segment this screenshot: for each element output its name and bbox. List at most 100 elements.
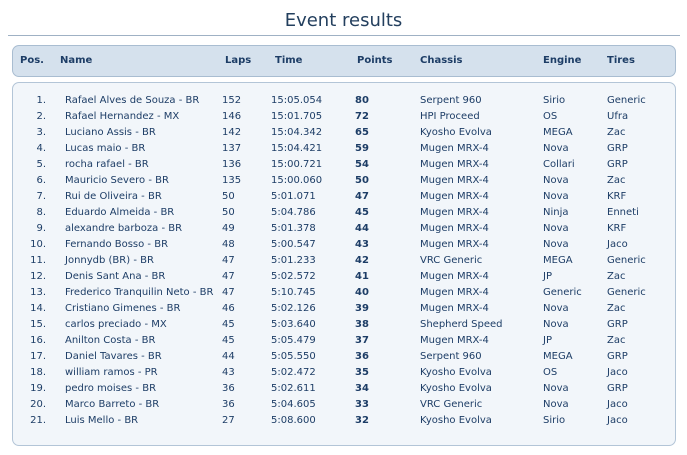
cell-laps: 45 bbox=[222, 335, 235, 346]
cell-engine: OS bbox=[543, 367, 558, 378]
cell-pos: 8. bbox=[36, 207, 46, 218]
cell-points: 39 bbox=[355, 303, 369, 314]
cell-laps: 50 bbox=[222, 191, 235, 202]
cell-time: 5:02.611 bbox=[271, 383, 316, 394]
cell-time: 5:08.600 bbox=[271, 415, 316, 426]
cell-laps: 137 bbox=[222, 143, 242, 154]
cell-pos: 5. bbox=[36, 159, 46, 170]
cell-tires: Generic bbox=[607, 255, 646, 266]
cell-pos: 16. bbox=[30, 335, 46, 346]
cell-time: 5:01.233 bbox=[271, 255, 316, 266]
cell-time: 15:05.054 bbox=[271, 95, 323, 106]
cell-tires: Zac bbox=[607, 271, 626, 282]
cell-name: Cristiano Gimenes - BR bbox=[65, 303, 181, 314]
cell-chassis: VRC Generic bbox=[420, 399, 483, 410]
cell-name: pedro moises - BR bbox=[65, 383, 157, 394]
cell-pos: 11. bbox=[30, 255, 46, 266]
cell-points: 54 bbox=[355, 159, 369, 170]
cell-chassis: Mugen MRX-4 bbox=[420, 239, 489, 250]
header-box bbox=[12, 45, 676, 77]
cell-chassis: Kyosho Evolva bbox=[420, 367, 492, 378]
cell-name: Mauricio Severo - BR bbox=[65, 175, 169, 186]
cell-pos: 15. bbox=[30, 319, 46, 330]
cell-laps: 47 bbox=[222, 255, 235, 266]
cell-engine: Nova bbox=[543, 399, 569, 410]
header-name: Name bbox=[60, 55, 93, 66]
cell-laps: 136 bbox=[222, 159, 242, 170]
cell-chassis: Serpent 960 bbox=[420, 351, 482, 362]
cell-pos: 19. bbox=[30, 383, 46, 394]
cell-engine: MEGA bbox=[543, 255, 573, 266]
header-chassis: Chassis bbox=[420, 55, 463, 66]
cell-time: 5:04.786 bbox=[271, 207, 316, 218]
cell-points: 43 bbox=[355, 239, 369, 250]
cell-engine: Sirio bbox=[543, 415, 566, 426]
cell-time: 5:05.479 bbox=[271, 335, 316, 346]
cell-chassis: Kyosho Evolva bbox=[420, 415, 492, 426]
cell-tires: GRP bbox=[607, 351, 628, 362]
cell-engine: Nova bbox=[543, 303, 569, 314]
cell-points: 35 bbox=[355, 367, 369, 378]
cell-name: Anilton Costa - BR bbox=[65, 335, 156, 346]
cell-engine: Ninja bbox=[543, 207, 569, 218]
cell-points: 33 bbox=[355, 399, 369, 410]
cell-name: Frederico Tranquilin Neto - BR bbox=[65, 287, 214, 298]
cell-engine: Nova bbox=[543, 191, 569, 202]
cell-name: Lucas maio - BR bbox=[65, 143, 146, 154]
cell-name: Rui de Oliveira - BR bbox=[65, 191, 162, 202]
cell-laps: 146 bbox=[222, 111, 242, 122]
cell-time: 15:04.421 bbox=[271, 143, 323, 154]
cell-name: Daniel Tavares - BR bbox=[65, 351, 162, 362]
cell-chassis: HPI Proceed bbox=[420, 111, 480, 122]
cell-points: 32 bbox=[355, 415, 369, 426]
cell-time: 5:02.572 bbox=[271, 271, 316, 282]
cell-chassis: VRC Generic bbox=[420, 255, 483, 266]
header-laps: Laps bbox=[225, 55, 252, 66]
cell-pos: 21. bbox=[30, 415, 46, 426]
cell-engine: MEGA bbox=[543, 127, 573, 138]
cell-time: 5:03.640 bbox=[271, 319, 316, 330]
cell-time: 5:02.472 bbox=[271, 367, 316, 378]
cell-pos: 6. bbox=[36, 175, 46, 186]
cell-engine: MEGA bbox=[543, 351, 573, 362]
cell-tires: Generic bbox=[607, 287, 646, 298]
cell-laps: 43 bbox=[222, 367, 235, 378]
cell-chassis: Kyosho Evolva bbox=[420, 127, 492, 138]
cell-chassis: Mugen MRX-4 bbox=[420, 287, 489, 298]
cell-chassis: Mugen MRX-4 bbox=[420, 175, 489, 186]
cell-name: Luciano Assis - BR bbox=[65, 127, 156, 138]
cell-points: 45 bbox=[355, 207, 369, 218]
cell-pos: 14. bbox=[30, 303, 46, 314]
cell-engine: Nova bbox=[543, 223, 569, 234]
cell-engine: Nova bbox=[543, 143, 569, 154]
cell-points: 44 bbox=[355, 223, 369, 234]
cell-pos: 20. bbox=[30, 399, 46, 410]
header-points: Points bbox=[357, 55, 393, 66]
cell-tires: Generic bbox=[607, 95, 646, 106]
cell-time: 5:00.547 bbox=[271, 239, 316, 250]
cell-engine: JP bbox=[543, 335, 552, 346]
cell-chassis: Serpent 960 bbox=[420, 95, 482, 106]
title-rule bbox=[8, 35, 680, 36]
cell-points: 59 bbox=[355, 143, 369, 154]
cell-points: 34 bbox=[355, 383, 369, 394]
cell-laps: 45 bbox=[222, 319, 235, 330]
cell-name: alexandre barboza - BR bbox=[65, 223, 183, 234]
cell-time: 15:01.705 bbox=[271, 111, 323, 122]
cell-tires: Ufra bbox=[607, 111, 629, 122]
cell-engine: JP bbox=[543, 271, 552, 282]
cell-laps: 36 bbox=[222, 399, 235, 410]
cell-time: 5:10.745 bbox=[271, 287, 316, 298]
cell-name: carlos preciado - MX bbox=[65, 319, 167, 330]
cell-laps: 44 bbox=[222, 351, 235, 362]
cell-laps: 47 bbox=[222, 287, 235, 298]
cell-tires: Jaco bbox=[607, 415, 628, 426]
cell-tires: GRP bbox=[607, 383, 628, 394]
cell-points: 47 bbox=[355, 191, 369, 202]
cell-points: 65 bbox=[355, 127, 369, 138]
cell-tires: GRP bbox=[607, 143, 628, 154]
cell-tires: Jaco bbox=[607, 367, 628, 378]
cell-name: Luis Mello - BR bbox=[65, 415, 139, 426]
cell-tires: Enneti bbox=[607, 207, 639, 218]
